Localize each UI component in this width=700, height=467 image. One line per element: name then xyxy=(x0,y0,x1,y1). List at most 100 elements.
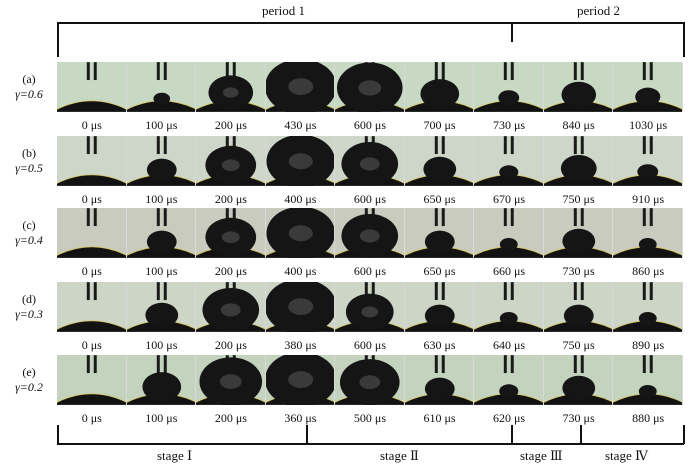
cavitation-bubble xyxy=(560,154,597,182)
electrode-bar-right xyxy=(650,355,654,374)
frame-drawing xyxy=(613,355,682,405)
frame-drawing xyxy=(265,282,335,332)
electrode-bar-right xyxy=(580,355,584,374)
stage-3-label: stage Ⅲ xyxy=(520,448,563,463)
time-label: 730 μs xyxy=(493,118,526,132)
sphere-rim xyxy=(57,320,126,330)
time-label: 0 μs xyxy=(81,411,102,425)
electrode-bar-right xyxy=(650,208,654,227)
frame-image xyxy=(57,355,127,405)
frame-image xyxy=(126,136,197,186)
time-label: 430 μs xyxy=(284,118,317,132)
frame-drawing xyxy=(404,208,474,258)
row-gamma: γ=0.5 xyxy=(15,161,43,175)
electrode-bar-right xyxy=(441,282,445,301)
sphere-surface xyxy=(57,100,126,112)
frame-image xyxy=(57,208,127,258)
electrode-bar-right xyxy=(163,136,167,155)
frame-drawing xyxy=(335,208,404,258)
frame-drawing xyxy=(335,355,404,405)
cavitation-bubble xyxy=(146,158,177,181)
row-id: (a) xyxy=(22,72,36,86)
electrode-bar-right xyxy=(232,62,236,81)
period-bracket-right-tick xyxy=(683,22,685,57)
frame-image xyxy=(543,136,614,186)
time-label: 840 μs xyxy=(562,118,595,132)
electrode-bar-left xyxy=(573,136,577,155)
sphere-surface xyxy=(126,100,196,112)
bubble-highlight xyxy=(360,157,380,171)
frame-image xyxy=(404,208,475,258)
frame-drawing xyxy=(543,136,613,186)
frame-image xyxy=(543,282,614,332)
image-strip xyxy=(57,62,683,112)
bubble-highlight xyxy=(361,306,379,318)
frame-drawing xyxy=(404,282,474,332)
cavitation-bubble xyxy=(561,81,596,108)
cavitation-bubble xyxy=(424,377,455,400)
frame-image xyxy=(474,136,544,186)
row-gamma: γ=0.2 xyxy=(15,380,43,394)
frame-image xyxy=(196,62,266,112)
electrode-bar-right xyxy=(650,282,654,301)
sphere-surface xyxy=(57,320,126,332)
time-labels: 0 μs 100 μs 200 μs 400 μs 600 μs 650 μs 670 μs… xyxy=(57,192,683,206)
period-2-label: period 2 xyxy=(577,3,620,18)
stage-1-label: stage Ⅰ xyxy=(157,448,193,463)
cavitation-bubble xyxy=(562,228,595,254)
frame-drawing xyxy=(265,355,335,405)
row-gamma: γ=0.3 xyxy=(15,307,43,321)
electrode-bar-left xyxy=(643,136,647,155)
electrode-bar-left xyxy=(156,62,160,81)
period-bracket-top xyxy=(57,22,684,24)
bubble-highlight xyxy=(287,78,313,95)
electrode-bar-right xyxy=(580,136,584,155)
frame-drawing xyxy=(57,208,126,258)
electrode-bar-left xyxy=(434,355,438,374)
frame-image xyxy=(543,62,614,112)
period-bracket-left-tick xyxy=(57,22,59,57)
frame-image xyxy=(126,282,197,332)
sphere-surface xyxy=(613,393,682,405)
electrode-bar-left xyxy=(504,355,508,374)
frame-drawing xyxy=(543,355,613,405)
electrode-bar-left xyxy=(86,208,90,227)
cavitation-bubble xyxy=(498,90,520,106)
electrode-bar-right xyxy=(511,355,515,374)
frame-drawing xyxy=(196,282,265,332)
frame-image xyxy=(404,355,475,405)
time-label: 600 μs xyxy=(353,338,387,352)
sphere-surface xyxy=(613,174,682,186)
time-label: 650 μs xyxy=(423,192,456,206)
frame-image xyxy=(57,136,127,186)
electrode-bar-right xyxy=(93,136,97,155)
stage-2-label: stage Ⅱ xyxy=(380,448,419,463)
electrode-bar-right xyxy=(650,136,654,155)
cavitation-bubble xyxy=(639,238,658,251)
electrode-bar-left xyxy=(434,282,438,301)
frame-drawing xyxy=(265,208,335,258)
time-label: 100 μs xyxy=(145,411,178,425)
sphere-surface xyxy=(57,246,126,258)
time-label: 910 μs xyxy=(632,192,665,206)
sphere-surface xyxy=(613,100,682,112)
stage-tick-1 xyxy=(57,425,59,444)
time-label: 1030 μs xyxy=(629,118,668,132)
electrode-bar-left xyxy=(86,62,90,81)
cavitation-bubble xyxy=(500,312,518,325)
bubble-highlight xyxy=(360,229,380,243)
bubble-highlight xyxy=(359,375,381,390)
time-label: 100 μs xyxy=(145,192,178,206)
cavitation-bubble xyxy=(424,230,455,253)
frame-drawing xyxy=(335,136,404,186)
sphere-rim xyxy=(57,174,126,184)
row-label: (d) γ=0.3 xyxy=(4,292,54,322)
time-label: 730 μs xyxy=(562,411,595,425)
frame-image xyxy=(196,282,266,332)
electrode-bar-right xyxy=(580,208,584,227)
time-label: 640 μs xyxy=(493,338,526,352)
time-label: 630 μs xyxy=(423,338,456,352)
cavitation-bubble xyxy=(146,230,177,253)
electrode-bar-left xyxy=(573,355,577,374)
frame-drawing xyxy=(196,62,265,112)
